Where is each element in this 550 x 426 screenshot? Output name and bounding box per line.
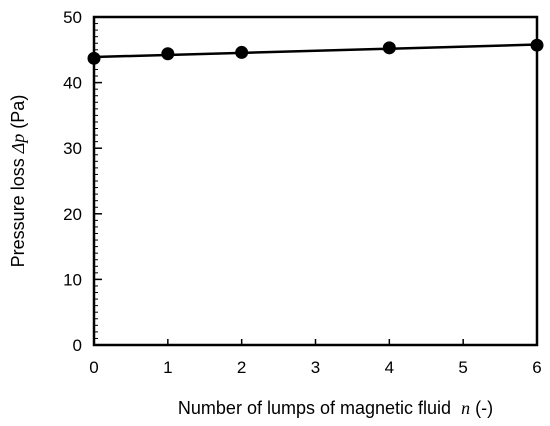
x-axis-title-symbol: n	[461, 398, 470, 418]
y-tick-label: 50	[63, 8, 82, 27]
data-point	[161, 47, 175, 61]
y-axis-title: Pressure loss Δp (Pa)	[8, 95, 28, 268]
x-axis-title: Number of lumps of magnetic fluid n (-)	[178, 398, 493, 418]
data-point	[382, 41, 396, 55]
x-tick-label: 2	[237, 358, 246, 377]
y-axis-title-text: Pressure loss	[8, 153, 28, 267]
x-axis-title-unit: (-)	[475, 398, 493, 418]
plot-frame	[92, 15, 539, 347]
x-tick-label: 1	[163, 358, 172, 377]
trend-line	[93, 43, 538, 59]
x-tick-label: 3	[311, 358, 320, 377]
y-tick-label: 30	[63, 139, 82, 158]
data-points	[87, 38, 544, 65]
x-tick-label: 0	[89, 358, 98, 377]
x-axis-title-text: Number of lumps of magnetic fluid	[178, 398, 451, 418]
x-tick-label: 4	[385, 358, 394, 377]
data-point	[530, 38, 544, 52]
y-tick-label: 40	[63, 74, 82, 93]
y-tick-label: 0	[73, 336, 82, 355]
x-tick-label: 6	[532, 358, 541, 377]
y-axis-title-unit: (Pa)	[8, 95, 28, 129]
y-axis-title-symbol: Δp	[8, 134, 28, 155]
y-tick-label: 20	[63, 205, 82, 224]
data-point	[87, 51, 101, 65]
x-tick-label: 5	[458, 358, 467, 377]
major-ticks	[93, 16, 538, 346]
y-tick-label: 10	[63, 270, 82, 289]
data-point	[235, 45, 249, 59]
x-tick-labels: 0 1 2 3 4 5 6	[89, 358, 541, 377]
y-tick-labels: 0 10 20 30 40 50	[63, 8, 82, 355]
